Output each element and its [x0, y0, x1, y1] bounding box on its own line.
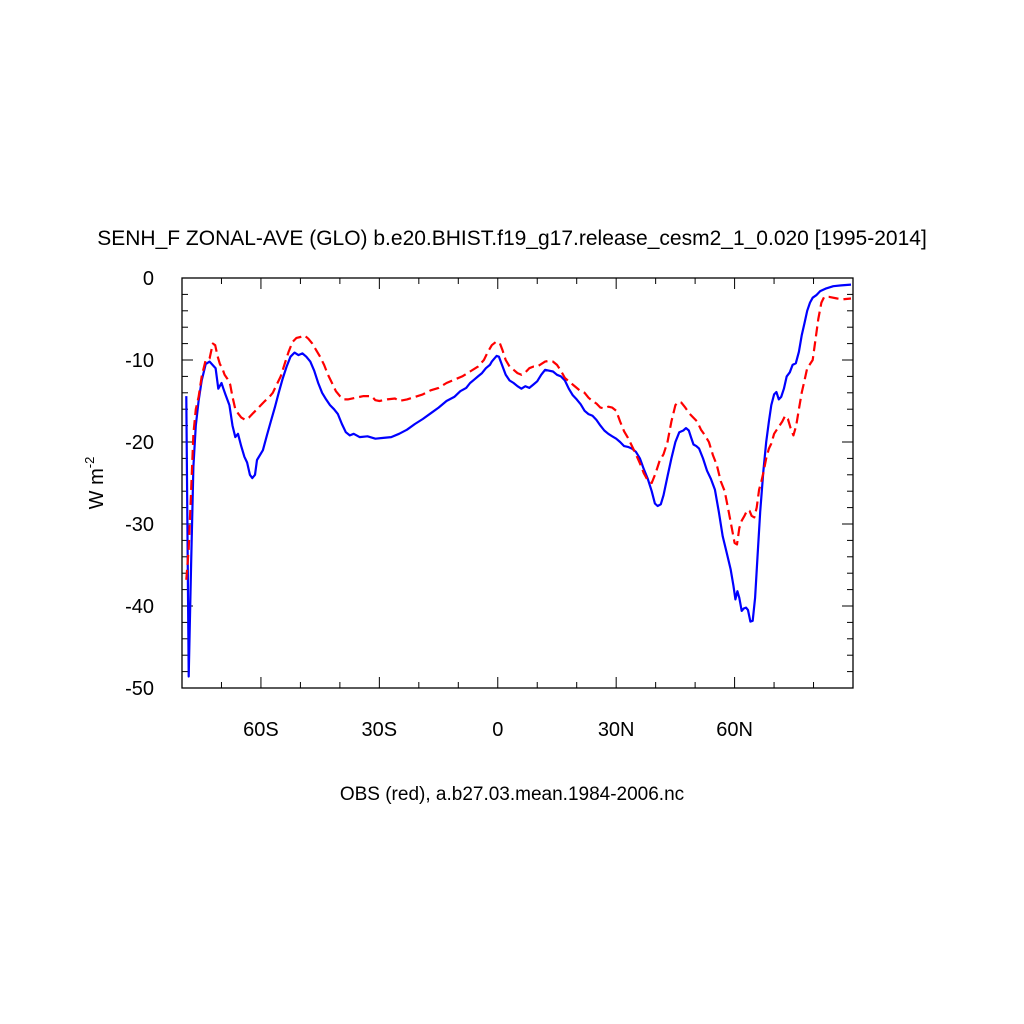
- axis-ticks: [182, 277, 854, 689]
- svg-text:W m-2: W m-2: [82, 457, 108, 510]
- x-tick-label: 30N: [598, 719, 635, 741]
- y-tick-label: -20: [125, 432, 154, 454]
- y-tick-label: -30: [125, 514, 154, 536]
- x-tick-label: 0: [492, 719, 503, 741]
- y-tick-label: -10: [125, 350, 154, 372]
- y-tick-label: -40: [125, 596, 154, 618]
- model-series-line: [185, 283, 852, 678]
- y-axis-label-exponent: -2: [82, 457, 97, 469]
- x-tick-label: 60N: [716, 719, 753, 741]
- x-tick-label: 60S: [243, 719, 279, 741]
- x-axis-label: OBS (red), a.b27.03.mean.1984-2006.nc: [340, 784, 684, 805]
- series-layer: [185, 283, 852, 678]
- x-tick-label: 30S: [362, 719, 398, 741]
- axis-tick-labels: 0 -10 -20 -30 -40 -50 60S 30S 0 30N 60N: [125, 268, 753, 741]
- y-axis-label-text: W m: [86, 468, 108, 509]
- y-axis-label: W m-2: [82, 457, 108, 510]
- y-tick-label: -50: [125, 678, 154, 700]
- plot-frame: [181, 277, 854, 689]
- y-tick-label: 0: [143, 268, 154, 290]
- chart-title: SENH_F ZONAL-AVE (GLO) b.e20.BHIST.f19_g…: [97, 227, 927, 250]
- obs-series-line: [185, 295, 852, 580]
